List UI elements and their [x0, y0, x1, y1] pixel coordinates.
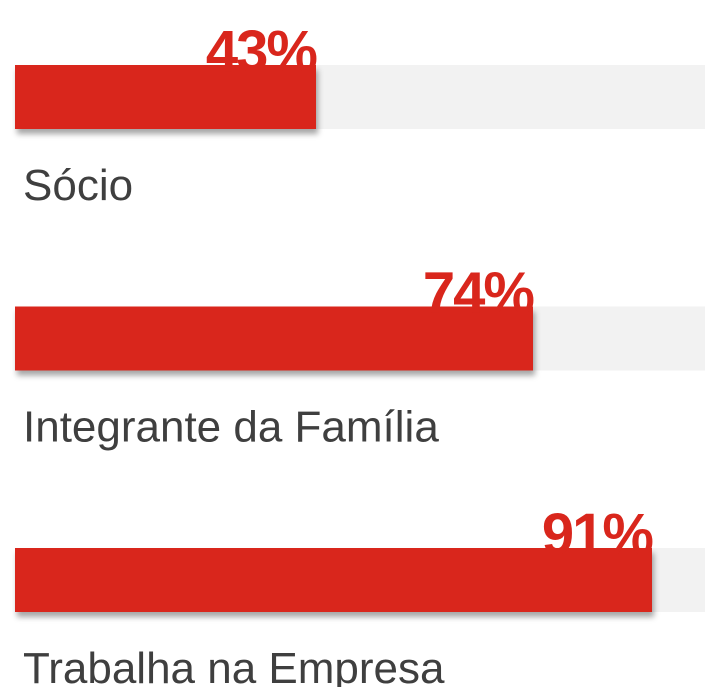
category-label: Sócio: [23, 161, 133, 210]
value-label: 43%: [206, 19, 318, 84]
category-label: Integrante da Família: [23, 403, 439, 452]
bar: [15, 306, 533, 371]
value-label: 91%: [542, 502, 654, 567]
bar: [15, 548, 652, 612]
bar: [15, 65, 316, 129]
category-label: Trabalha na Empresa: [23, 644, 445, 687]
value-label: 74%: [423, 261, 535, 326]
